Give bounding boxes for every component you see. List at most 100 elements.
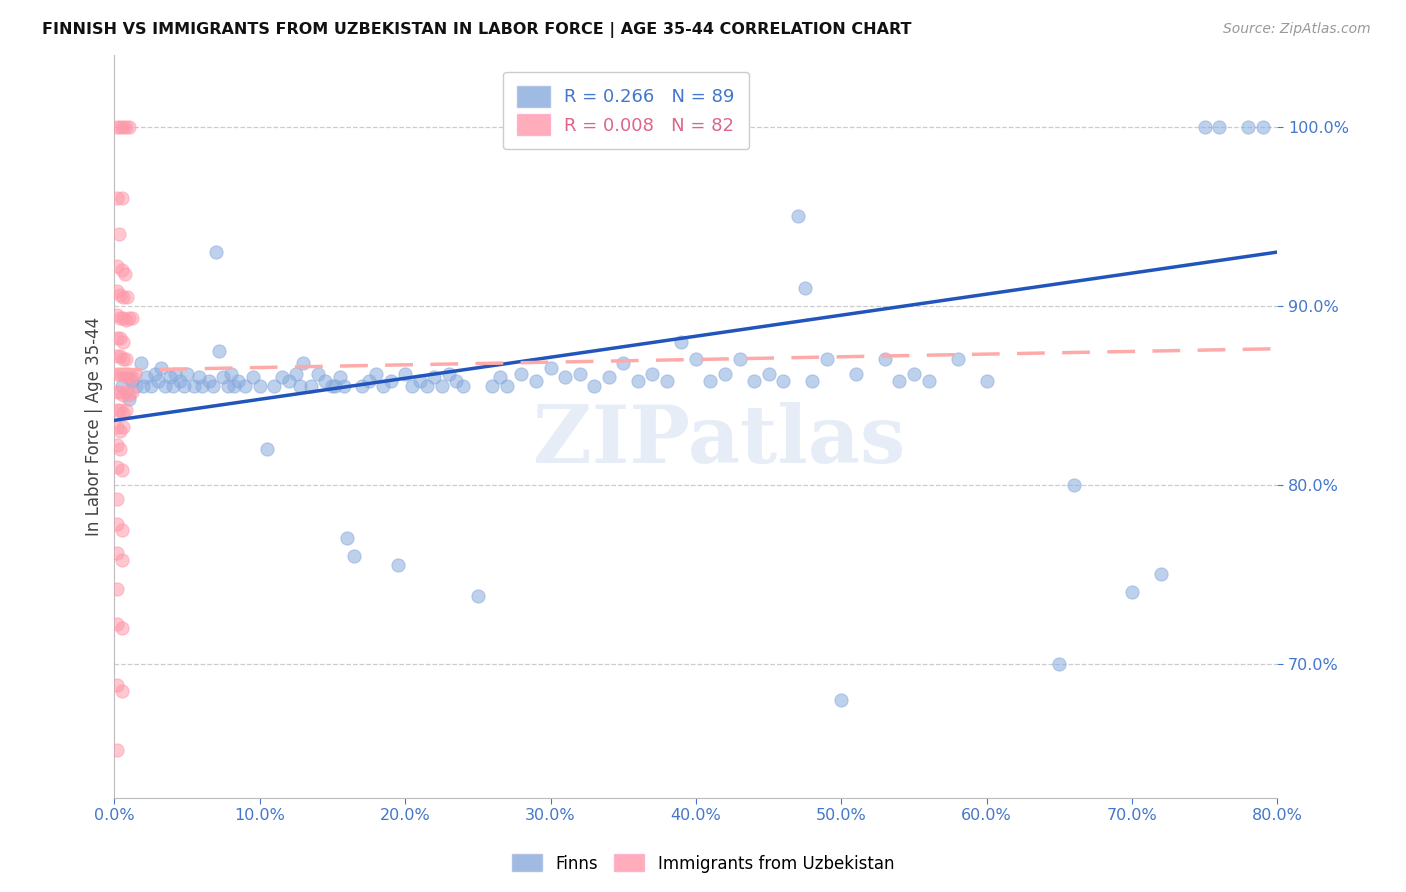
Point [540,361,562,376]
Point [121,384,143,399]
Point [110,331,132,345]
Point [205,245,228,260]
Point [105,420,128,434]
Point [107,227,129,242]
Point [364,367,387,381]
Point [115,367,138,381]
Point [217,379,239,393]
Point [1063,477,1085,491]
Point [423,370,446,384]
Point [121,370,143,384]
Point [105,582,128,596]
Point [105,260,128,274]
Point [121,374,143,388]
Point [132,379,155,393]
Point [416,379,439,393]
Point [270,370,292,384]
Point [233,379,256,393]
Point [444,374,467,388]
Point [758,367,780,381]
Point [162,379,184,393]
Point [380,374,402,388]
Point [135,370,157,384]
Point [105,546,128,560]
Point [112,367,135,381]
Point [111,621,134,635]
Point [105,678,128,692]
Point [176,367,198,381]
Point [1237,120,1260,134]
Point [112,290,135,304]
Point [165,367,187,381]
Point [917,374,939,388]
Point [143,367,166,381]
Point [111,523,134,537]
Point [187,370,209,384]
Point [554,370,576,384]
Point [1251,120,1274,134]
Point [112,120,135,134]
Point [1150,567,1173,582]
Point [110,442,132,456]
Point [118,392,141,406]
Point [118,367,141,381]
Point [105,349,128,363]
Point [112,388,135,402]
Point [794,281,817,295]
Point [307,367,329,381]
Point [208,343,231,358]
Point [742,374,765,388]
Point [115,352,138,367]
Point [105,743,128,757]
Y-axis label: In Labor Force | Age 35-44: In Labor Force | Age 35-44 [86,317,103,536]
Point [699,374,721,388]
Point [118,120,141,134]
Point [173,379,195,393]
Point [111,683,134,698]
Point [641,367,664,381]
Point [111,553,134,567]
Point [728,352,751,367]
Point [1208,120,1230,134]
Point [198,374,221,388]
Point [290,379,312,393]
Point [263,379,285,393]
Point [510,367,533,381]
Point [110,367,132,381]
Point [110,288,132,302]
Point [212,370,235,384]
Point [357,374,380,388]
Point [115,120,138,134]
Point [946,352,969,367]
Point [329,370,352,384]
Point [112,420,135,434]
Point [343,549,366,564]
Point [321,379,343,393]
Point [903,367,925,381]
Point [524,374,547,388]
Point [292,356,315,370]
Point [111,379,134,393]
Point [105,367,128,381]
Point [159,370,181,384]
Point [110,311,132,326]
Point [222,379,245,393]
Point [114,267,136,281]
Point [1121,585,1143,599]
Point [325,379,347,393]
Point [714,367,737,381]
Point [112,334,135,349]
Point [242,370,264,384]
Point [149,361,172,376]
Point [387,558,409,573]
Point [801,374,824,388]
Point [786,209,808,223]
Legend: R = 0.266   N = 89, R = 0.008   N = 82: R = 0.266 N = 89, R = 0.008 N = 82 [503,71,749,150]
Point [146,374,169,388]
Text: Source: ZipAtlas.com: Source: ZipAtlas.com [1223,22,1371,37]
Point [105,285,128,299]
Point [105,459,128,474]
Point [453,379,475,393]
Legend: Finns, Immigrants from Uzbekistan: Finns, Immigrants from Uzbekistan [505,847,901,880]
Point [336,532,359,546]
